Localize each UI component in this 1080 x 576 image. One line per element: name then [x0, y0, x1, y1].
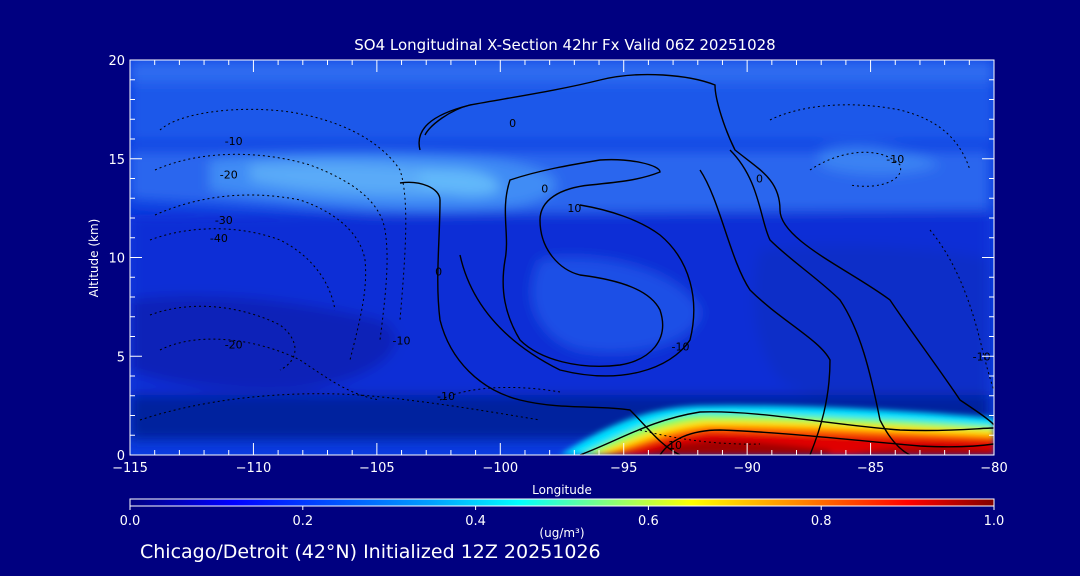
- x-tick-label: −80: [980, 461, 1007, 476]
- contour-label: -30: [215, 214, 233, 227]
- y-tick-label: 15: [108, 153, 125, 168]
- colorbar-tick-label: 1.0: [984, 514, 1005, 529]
- chart-title: SO4 Longitudinal X-Section 42hr Fx Valid…: [354, 36, 775, 54]
- contour-label: 0: [541, 182, 548, 195]
- contour-label: -20: [220, 169, 238, 182]
- contour-label: -10: [672, 340, 690, 353]
- colorbar: 0.0 0.2 0.4 0.6 0.8 1.0 (ug/m³): [120, 498, 1005, 540]
- y-tick-label: 10: [108, 252, 125, 267]
- x-tick-label: −115: [112, 461, 148, 476]
- colorbar-tick-label: 0.2: [292, 514, 313, 529]
- colorbar-tick-label: 0.4: [465, 514, 486, 529]
- contour-lines: [139, 73, 994, 455]
- colorbar-gradient: [129, 498, 995, 507]
- colorbar-tick-label: 0.0: [120, 514, 141, 529]
- contour-label: -10: [225, 135, 243, 148]
- x-tick-label: −100: [482, 461, 518, 476]
- colorbar-ticks: 0.0 0.2 0.4 0.6 0.8 1.0: [120, 506, 1005, 529]
- contour-label: -10: [973, 350, 991, 363]
- contour-labels: 0 0 0 0 10 -10 -20 -30 -40 -20 -10 -10 -10 -10 -10 -10: [210, 117, 991, 452]
- colorbar-tick-label: 0.8: [811, 514, 832, 529]
- contour-label: -20: [225, 338, 243, 351]
- contour-label: -10: [664, 439, 682, 452]
- x-tick-label: −105: [359, 461, 395, 476]
- colorbar-unit-label: (ug/m³): [539, 526, 584, 540]
- contour-label: -10: [393, 334, 411, 347]
- y-axis-label: Altitude (km): [87, 219, 101, 298]
- y-tick-label: 5: [117, 350, 125, 365]
- contour-label: 0: [509, 117, 516, 130]
- contour-label: -40: [210, 232, 228, 245]
- contour-label: -10: [886, 153, 904, 166]
- contour-label: 10: [567, 202, 581, 215]
- x-tick-label: −110: [236, 461, 272, 476]
- y-tick-label: 0: [117, 449, 125, 464]
- contour-label: -10: [437, 390, 455, 403]
- contour-label: 0: [756, 173, 763, 186]
- x-tick-label: −90: [733, 461, 760, 476]
- concentration-field: [130, 60, 994, 455]
- x-axis: −115 −110 −105 −100 −95 −90 −85 −80: [112, 60, 1008, 476]
- run-caption: Chicago/Detroit (42°N) Initialized 12Z 2…: [140, 541, 601, 563]
- y-axis: 0 5 10 15 20: [108, 54, 994, 464]
- x-axis-label: Longitude: [532, 483, 592, 497]
- x-tick-label: −95: [610, 461, 637, 476]
- colorbar-tick-label: 0.6: [638, 514, 659, 529]
- x-tick-label: −85: [857, 461, 884, 476]
- y-tick-label: 20: [108, 54, 125, 69]
- contour-label: 0: [435, 265, 442, 278]
